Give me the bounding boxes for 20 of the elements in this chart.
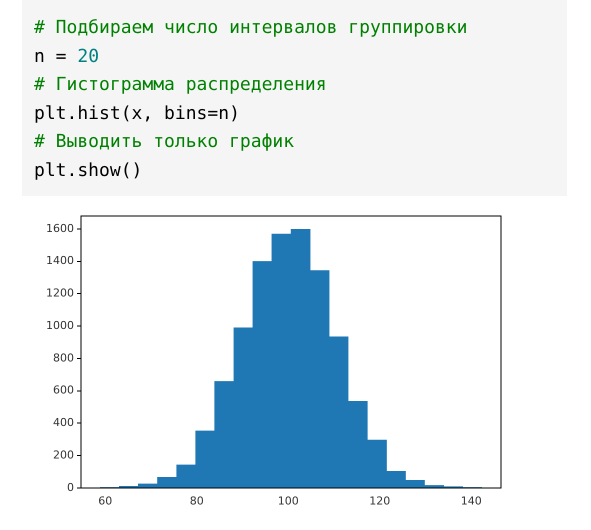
y-tick-label: 400 <box>53 416 74 430</box>
text: plt.hist(x, bins=n) <box>34 102 240 124</box>
y-tick-label: 1600 <box>46 222 74 235</box>
x-tick-label: 140 <box>460 494 482 508</box>
y-tick-label: 1400 <box>46 254 74 268</box>
text: # Подбираем число интервалов группировки <box>34 16 468 40</box>
x-tick-label: 120 <box>369 494 390 508</box>
x-tick-label: 100 <box>278 494 299 508</box>
y-tick-label: 600 <box>53 384 74 397</box>
y-tick-label: 0 <box>67 480 74 494</box>
text: # Выводить только график <box>34 130 296 154</box>
y-tick-label: 1200 <box>46 286 74 300</box>
text: n = 20 <box>34 46 100 66</box>
x-tick-label: 80 <box>190 494 204 508</box>
x-tick-label: 60 <box>98 494 112 508</box>
y-tick-label: 200 <box>53 448 74 462</box>
y-tick-label: 800 <box>53 351 74 364</box>
text: # Гистограмма распределения <box>34 73 328 97</box>
text: plt.show() <box>34 160 142 180</box>
y-tick-label: 1000 <box>46 318 74 332</box>
